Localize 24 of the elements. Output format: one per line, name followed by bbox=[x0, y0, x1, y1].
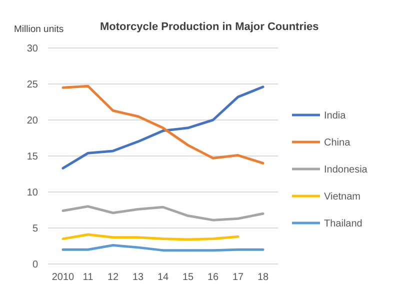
y-tick-label: 15 bbox=[26, 152, 38, 162]
legend-label: Indonesia bbox=[324, 164, 368, 176]
x-tick-label: 12 bbox=[107, 272, 119, 283]
x-tick-label: 14 bbox=[157, 272, 169, 283]
legend-label: China bbox=[324, 138, 351, 148]
y-tick-label: 30 bbox=[26, 44, 38, 54]
x-tick-label: 11 bbox=[82, 272, 94, 283]
x-tick-label: 16 bbox=[207, 272, 219, 283]
y-tick-label: 5 bbox=[32, 224, 38, 234]
line-series bbox=[62, 205, 264, 222]
x-tick-label: 17 bbox=[232, 272, 244, 283]
legend-label: Thailand bbox=[324, 218, 362, 230]
chart-title: Motorcycle Production in Major Countries bbox=[100, 21, 319, 33]
x-tick-label: 2010 bbox=[52, 272, 75, 283]
x-tick-label: 13 bbox=[132, 272, 144, 283]
y-tick-label: 0 bbox=[32, 260, 38, 270]
y-tick-label: 20 bbox=[26, 116, 38, 126]
legend-label: Vietnam bbox=[324, 192, 361, 202]
y-tick-label: 25 bbox=[26, 80, 38, 90]
y-tick-label: 10 bbox=[26, 188, 38, 198]
x-tick-label: 15 bbox=[182, 272, 194, 283]
legend-label: India bbox=[324, 110, 346, 122]
y-axis-title: Million units bbox=[14, 24, 64, 35]
x-tick-label: 18 bbox=[257, 272, 269, 283]
